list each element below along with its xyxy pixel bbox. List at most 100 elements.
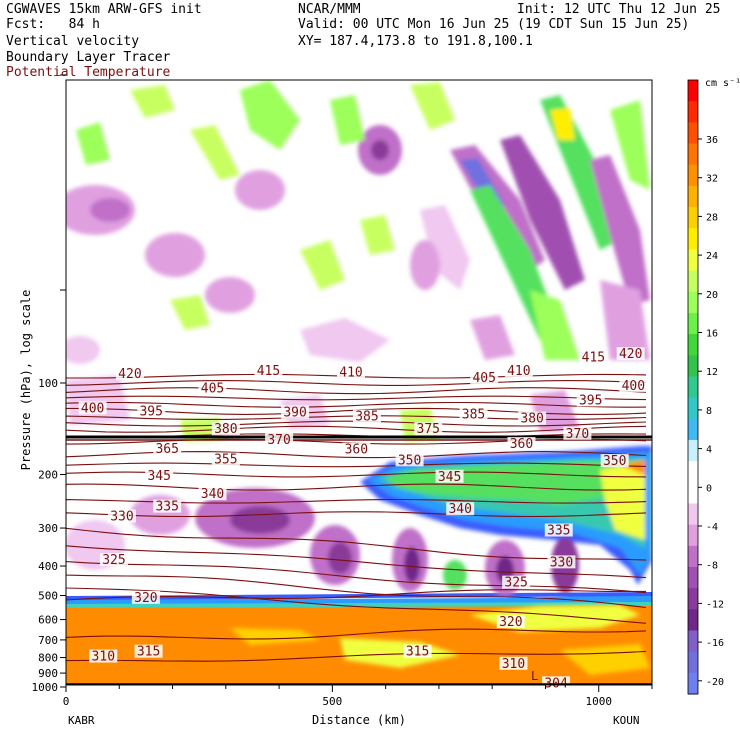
theta-label: 320 <box>134 591 157 606</box>
y-tick-label: 900 <box>38 667 58 680</box>
theta-label-backdrop <box>265 432 294 446</box>
theta-contour-line <box>66 462 647 468</box>
colorbar-swatch <box>688 503 698 526</box>
theta-label-backdrop <box>153 499 182 513</box>
theta-label: 345 <box>147 469 170 484</box>
theta-label-backdrop <box>254 363 283 377</box>
y-tick-label: 700 <box>38 634 58 647</box>
colorbar-swatch <box>688 397 698 420</box>
colorbar-swatch <box>688 482 698 505</box>
theta-label-backdrop <box>153 441 182 455</box>
y-tick-label: 400 <box>38 560 58 573</box>
theta-label: 385 <box>462 408 485 423</box>
y-tick-label: 800 <box>38 652 58 665</box>
colorbar-label: 12 <box>706 367 718 378</box>
theta-contour-line <box>66 498 647 504</box>
colorbar-swatch <box>688 524 698 547</box>
y-tick-label: 1000 <box>32 681 59 694</box>
colorbar-swatch <box>688 249 698 272</box>
theta-label-backdrop <box>563 426 592 440</box>
colorbar-swatch <box>688 355 698 378</box>
colorbar-label: 24 <box>706 251 718 262</box>
theta-label-backdrop <box>342 442 371 456</box>
theta-label-backdrop <box>619 378 648 392</box>
theta-label: 350 <box>603 454 626 469</box>
theta-contour-line <box>66 401 647 408</box>
x-axis-title: Distance (km) <box>312 713 406 727</box>
theta-label: 345 <box>438 470 461 485</box>
colorbar-swatch <box>688 164 698 187</box>
theta-contour-line <box>66 380 647 386</box>
theta-label-backdrop <box>115 366 144 380</box>
colorbar-label: -8 <box>706 561 718 572</box>
colorbar-swatch <box>688 376 698 399</box>
theta-label-backdrop <box>542 676 571 690</box>
colorbar-frame <box>687 79 699 695</box>
theta-label-backdrop <box>198 381 227 395</box>
theta-label: 330 <box>110 510 133 525</box>
theta-label-backdrop <box>211 452 240 466</box>
theta-label-backdrop <box>211 422 240 436</box>
theta-label-backdrop <box>600 454 629 468</box>
colorbar-label: 16 <box>706 329 718 340</box>
theta-label: 310 <box>502 657 525 672</box>
theta-label-layer: 420 415 410 405 405 410 415 420 400 395 390 385 385 3… <box>78 347 648 691</box>
theta-label: 315 <box>406 645 429 660</box>
theta-label: 410 <box>507 364 530 379</box>
theta-contour-line <box>66 395 647 401</box>
x-tick-label: 500 <box>322 695 342 708</box>
theta-label: 380 <box>520 412 543 427</box>
x-tick-label: 0 <box>63 695 70 708</box>
colorbar-swatch <box>688 566 698 589</box>
valid-time: Valid: 00 UTC Mon 16 Jun 25 (19 CDT Sun … <box>298 17 690 32</box>
colorbar-label: 28 <box>706 212 718 223</box>
theta-label: 375 <box>417 422 440 437</box>
colorbar-swatch <box>688 334 698 356</box>
theta-label: 395 <box>579 393 602 408</box>
theta-label: 320 <box>499 615 522 630</box>
colorbar-swatch <box>688 80 698 102</box>
theta-contour-line <box>66 451 647 459</box>
colorbar-swatch <box>688 228 698 250</box>
theta-label: 315 <box>137 645 160 660</box>
theta-contour-line <box>66 483 647 491</box>
model-title: CGWAVES 15km ARW-GFS init <box>6 2 202 17</box>
theta-label: 420 <box>619 347 642 362</box>
y-axis-title: Pressure (hPa), log scale <box>19 290 33 471</box>
theta-label-backdrop <box>89 649 118 663</box>
field-label-boundary-layer-tracer: Boundary Layer Tracer <box>6 50 171 65</box>
theta-contour-line <box>66 425 647 433</box>
theta-label-backdrop <box>395 453 424 467</box>
theta-label: 415 <box>582 350 605 365</box>
theta-label-backdrop <box>99 552 128 566</box>
theta-label-backdrop <box>544 523 573 537</box>
colorbar-unit: cm s⁻¹ <box>705 78 740 89</box>
x-tick-label: 1000 <box>585 695 612 708</box>
theta-label-backdrop <box>435 469 464 483</box>
theta-label: 380 <box>214 422 237 437</box>
colorbar-swatch <box>688 312 698 335</box>
theta-label: 310 <box>92 650 115 665</box>
theta-label: 400 <box>622 379 645 394</box>
theta-label-backdrop <box>470 370 499 384</box>
theta-label-backdrop <box>145 469 174 483</box>
theta-contour-line <box>66 420 647 427</box>
colorbar-swatch <box>688 439 698 462</box>
colorbar-swatch <box>688 185 698 208</box>
theta-label: 405 <box>201 381 224 396</box>
theta-label-backdrop <box>499 656 528 670</box>
theta-label: 365 <box>155 442 178 457</box>
colorbar-label: 4 <box>706 445 712 456</box>
theta-label-backdrop <box>459 407 488 421</box>
theta-label: 395 <box>139 404 162 419</box>
colorbar-swatch <box>688 545 698 568</box>
colorbar-label: -12 <box>706 599 724 610</box>
theta-label: 355 <box>214 453 237 468</box>
theta-label-backdrop <box>198 487 227 501</box>
colorbar-swatch <box>688 270 698 293</box>
colorbar-swatch <box>688 418 698 441</box>
init-time: Init: 12 UTC Thu 12 Jun 25 <box>517 2 721 17</box>
theta-label-backdrop <box>547 555 576 569</box>
